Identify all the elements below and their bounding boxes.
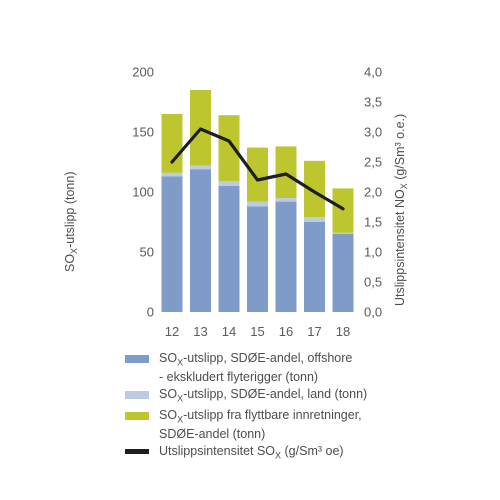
bar-segment-2-18	[332, 232, 354, 234]
right-y-tick-labels: 0,0 0,5 1,0 1,5 2,0 2,5 3,0 3,5 4,0	[364, 65, 382, 320]
right-y-tick-4,0: 4,0	[364, 65, 382, 80]
legend-label-intensity: Utslippsintensitet SOX (g/Sm³ oe)	[159, 443, 344, 461]
bar-segment-3-16	[275, 146, 297, 198]
legend-label-offshore: SOX-utslipp, SDØE-andel, offshore - eksk…	[159, 351, 353, 384]
bar-segment-2-13	[190, 165, 211, 170]
bar-segment-1-16	[275, 201, 297, 312]
left-y-tick-200: 200	[132, 65, 154, 80]
bar-segment-3-14	[218, 115, 240, 182]
bar-segment-1-18	[332, 234, 354, 312]
line-group	[170, 127, 345, 211]
bar-segment-3-15	[247, 147, 268, 202]
bar-segment-2-12	[161, 172, 183, 177]
right-y-tick-1,0: 1,0	[364, 245, 382, 260]
x-tick-labels: 12 13 14 15 16 17 18	[165, 324, 350, 339]
legend-item-offshore: SOX-utslipp, SDØE-andel, offshore - eksk…	[125, 351, 425, 384]
right-y-tick-1,5: 1,5	[364, 215, 382, 230]
intensity-line	[170, 127, 345, 211]
left-y-tick-labels: 0 50 100 150 200	[132, 65, 154, 320]
x-tick-14: 14	[222, 324, 236, 339]
legend-swatch-offshore	[125, 355, 149, 363]
right-y-tick-2,0: 2,0	[364, 185, 382, 200]
legend-label-mobile-units: SOX-utslipp fra flyttbare innretninger, …	[159, 408, 362, 441]
right-y-tick-2,5: 2,5	[364, 155, 382, 170]
left-y-tick-50: 50	[140, 245, 154, 260]
bar-segment-1-14	[218, 186, 240, 312]
bar-segment-2-17	[304, 217, 325, 222]
x-tick-17: 17	[307, 324, 321, 339]
left-y-tick-0: 0	[147, 305, 154, 320]
x-tick-16: 16	[279, 324, 293, 339]
x-tick-12: 12	[165, 324, 179, 339]
bar-segment-1-13	[190, 169, 211, 312]
bar-segment-2-14	[218, 181, 240, 186]
legend: SOX-utslipp, SDØE-andel, offshore - eksk…	[125, 351, 425, 465]
bar-segment-2-15	[247, 201, 268, 207]
left-y-axis-title: SOX-utslipp (tonn)	[63, 171, 79, 272]
legend-swatch-land	[125, 390, 149, 399]
right-y-tick-3,0: 3,0	[364, 125, 382, 140]
legend-swatch-mobile-units	[125, 412, 149, 420]
bar-segment-3-12	[161, 114, 183, 173]
bar-segment-3-18	[332, 188, 354, 233]
legend-item-intensity: Utslippsintensitet SOX (g/Sm³ oe)	[125, 444, 425, 463]
bars-group	[161, 90, 354, 312]
bar-segment-2-16	[275, 198, 297, 202]
legend-item-land: SOX-utslipp, SDØE-andel, land (tonn)	[125, 387, 425, 406]
left-y-tick-100: 100	[132, 185, 154, 200]
bar-segment-1-12	[161, 176, 183, 312]
right-y-tick-0,5: 0,5	[364, 275, 382, 290]
legend-swatch-intensity	[125, 448, 149, 454]
legend-label-land: SOX-utslipp, SDØE-andel, land (tonn)	[159, 386, 368, 404]
left-y-tick-150: 150	[132, 125, 154, 140]
right-y-axis-title: Utslippsintensitet NOX (g/Sm³ o.e.)	[393, 114, 409, 306]
legend-item-mobile-units: SOX-utslipp fra flyttbare innretninger, …	[125, 408, 425, 441]
bar-segment-1-17	[304, 222, 325, 312]
x-tick-13: 13	[193, 324, 207, 339]
right-y-tick-0,0: 0,0	[364, 305, 382, 320]
bar-segment-1-15	[247, 206, 268, 312]
x-tick-18: 18	[336, 324, 350, 339]
x-tick-15: 15	[250, 324, 264, 339]
right-y-tick-3,5: 3,5	[364, 95, 382, 110]
bar-segment-3-17	[304, 160, 325, 218]
